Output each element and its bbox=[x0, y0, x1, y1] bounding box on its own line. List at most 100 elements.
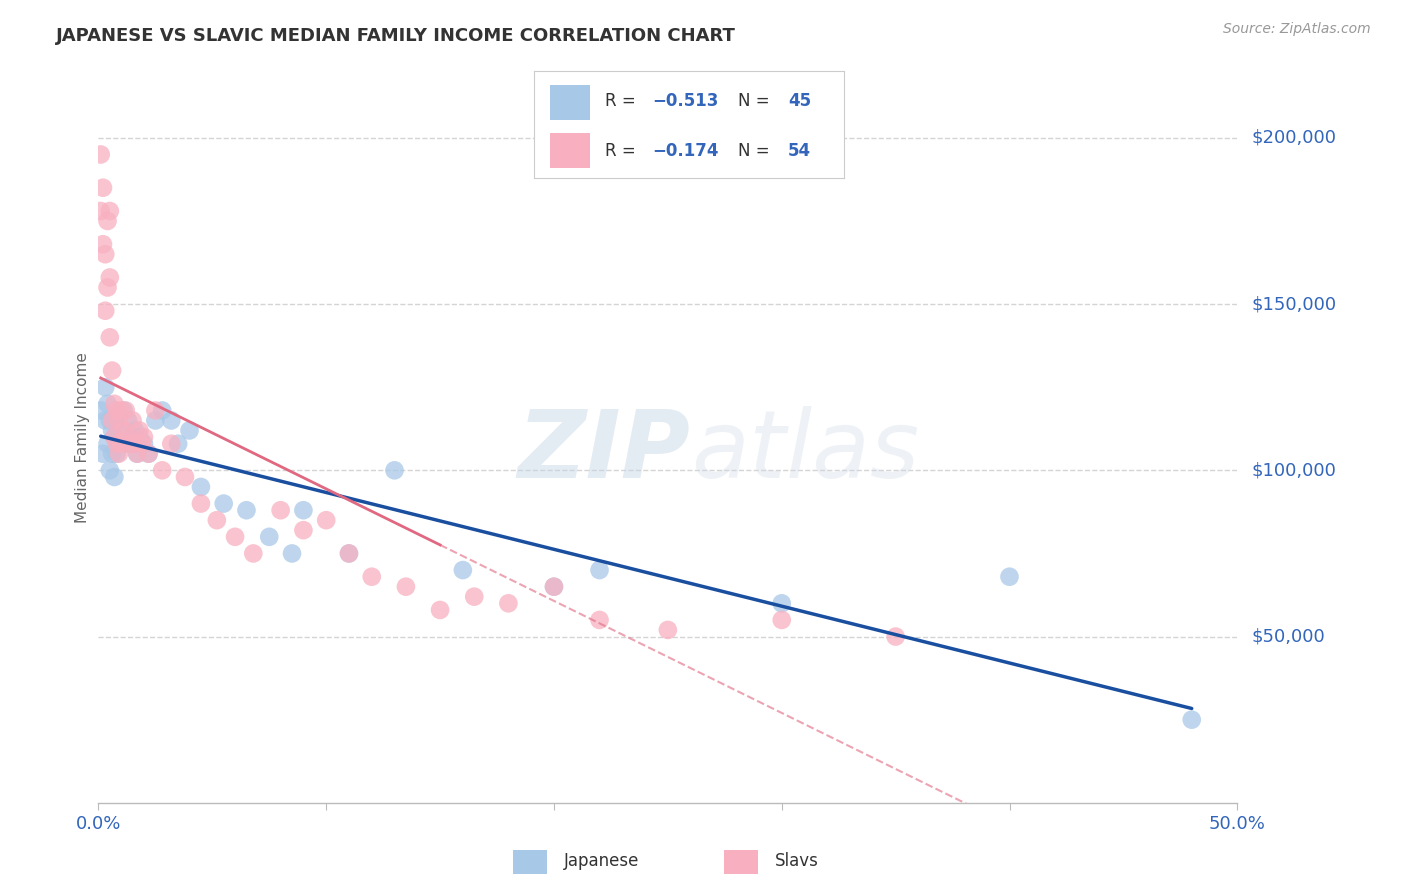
Point bbox=[127, 447, 149, 461]
Point bbox=[292, 523, 315, 537]
Point bbox=[588, 563, 610, 577]
Point bbox=[270, 503, 292, 517]
Text: R =: R = bbox=[606, 142, 641, 160]
Point bbox=[108, 413, 131, 427]
Point bbox=[120, 430, 142, 444]
Point bbox=[160, 436, 183, 450]
Text: JAPANESE VS SLAVIC MEDIAN FAMILY INCOME CORRELATION CHART: JAPANESE VS SLAVIC MEDIAN FAMILY INCOME … bbox=[56, 27, 737, 45]
Text: $150,000: $150,000 bbox=[1251, 295, 1336, 313]
FancyBboxPatch shape bbox=[513, 849, 547, 874]
Point bbox=[463, 590, 485, 604]
Point bbox=[224, 530, 246, 544]
Point bbox=[124, 424, 146, 438]
Point bbox=[205, 513, 228, 527]
Point bbox=[117, 413, 139, 427]
Point bbox=[281, 546, 304, 560]
Text: $100,000: $100,000 bbox=[1251, 461, 1336, 479]
Point bbox=[103, 430, 125, 444]
Point bbox=[90, 147, 112, 161]
Point bbox=[91, 447, 114, 461]
Point bbox=[150, 403, 173, 417]
Point bbox=[90, 204, 112, 219]
Point bbox=[127, 447, 149, 461]
Point bbox=[132, 430, 155, 444]
Point bbox=[121, 413, 143, 427]
Point bbox=[105, 403, 128, 417]
Point bbox=[190, 480, 212, 494]
Point bbox=[103, 397, 125, 411]
Text: $50,000: $50,000 bbox=[1251, 628, 1324, 646]
Point bbox=[337, 546, 360, 560]
Text: Source: ZipAtlas.com: Source: ZipAtlas.com bbox=[1223, 22, 1371, 37]
Point bbox=[110, 403, 132, 417]
Point bbox=[101, 424, 124, 438]
Point bbox=[90, 403, 112, 417]
Point bbox=[96, 436, 118, 450]
Point bbox=[124, 436, 146, 450]
Text: Japanese: Japanese bbox=[564, 852, 640, 870]
Point bbox=[429, 603, 451, 617]
Text: N =: N = bbox=[738, 93, 775, 111]
Point bbox=[337, 546, 360, 560]
Text: 45: 45 bbox=[787, 93, 811, 111]
Point bbox=[128, 424, 150, 438]
Point bbox=[96, 397, 118, 411]
Point bbox=[101, 363, 124, 377]
Point bbox=[884, 630, 907, 644]
Point bbox=[98, 463, 121, 477]
Point bbox=[212, 497, 235, 511]
Point bbox=[108, 436, 131, 450]
Point bbox=[114, 403, 136, 417]
Point bbox=[543, 580, 565, 594]
Point bbox=[174, 470, 197, 484]
Point bbox=[132, 436, 155, 450]
Text: Slavs: Slavs bbox=[775, 852, 818, 870]
Point bbox=[242, 546, 264, 560]
Point bbox=[131, 436, 153, 450]
Point bbox=[98, 330, 121, 344]
Point bbox=[145, 413, 167, 427]
Point bbox=[101, 447, 124, 461]
Point bbox=[145, 403, 167, 417]
Point bbox=[498, 596, 520, 610]
Point bbox=[543, 580, 565, 594]
Point bbox=[395, 580, 418, 594]
Point bbox=[110, 424, 132, 438]
Point bbox=[112, 403, 135, 417]
Text: ZIP: ZIP bbox=[517, 406, 690, 498]
Point bbox=[190, 497, 212, 511]
Point bbox=[360, 570, 382, 584]
Point bbox=[588, 613, 610, 627]
Point bbox=[770, 613, 793, 627]
Point bbox=[94, 303, 117, 318]
Text: −0.174: −0.174 bbox=[652, 142, 718, 160]
Point bbox=[103, 470, 125, 484]
Point bbox=[315, 513, 337, 527]
Point bbox=[121, 436, 143, 450]
Point bbox=[292, 503, 315, 517]
Point bbox=[105, 413, 128, 427]
Y-axis label: Median Family Income: Median Family Income bbox=[75, 351, 90, 523]
Point bbox=[150, 463, 173, 477]
Point bbox=[114, 436, 136, 450]
Point bbox=[120, 436, 142, 450]
Point bbox=[98, 204, 121, 219]
FancyBboxPatch shape bbox=[550, 86, 591, 120]
Point bbox=[117, 430, 139, 444]
FancyBboxPatch shape bbox=[724, 849, 758, 874]
Point bbox=[108, 447, 131, 461]
Point bbox=[96, 214, 118, 228]
Point bbox=[259, 530, 281, 544]
Point bbox=[384, 463, 406, 477]
Point bbox=[138, 447, 160, 461]
Point bbox=[103, 430, 125, 444]
Point bbox=[94, 413, 117, 427]
Point bbox=[451, 563, 474, 577]
Point bbox=[128, 430, 150, 444]
Point bbox=[110, 436, 132, 450]
Point bbox=[101, 413, 124, 427]
Point bbox=[91, 237, 114, 252]
Point bbox=[138, 447, 160, 461]
Point bbox=[1181, 713, 1204, 727]
Point bbox=[94, 247, 117, 261]
